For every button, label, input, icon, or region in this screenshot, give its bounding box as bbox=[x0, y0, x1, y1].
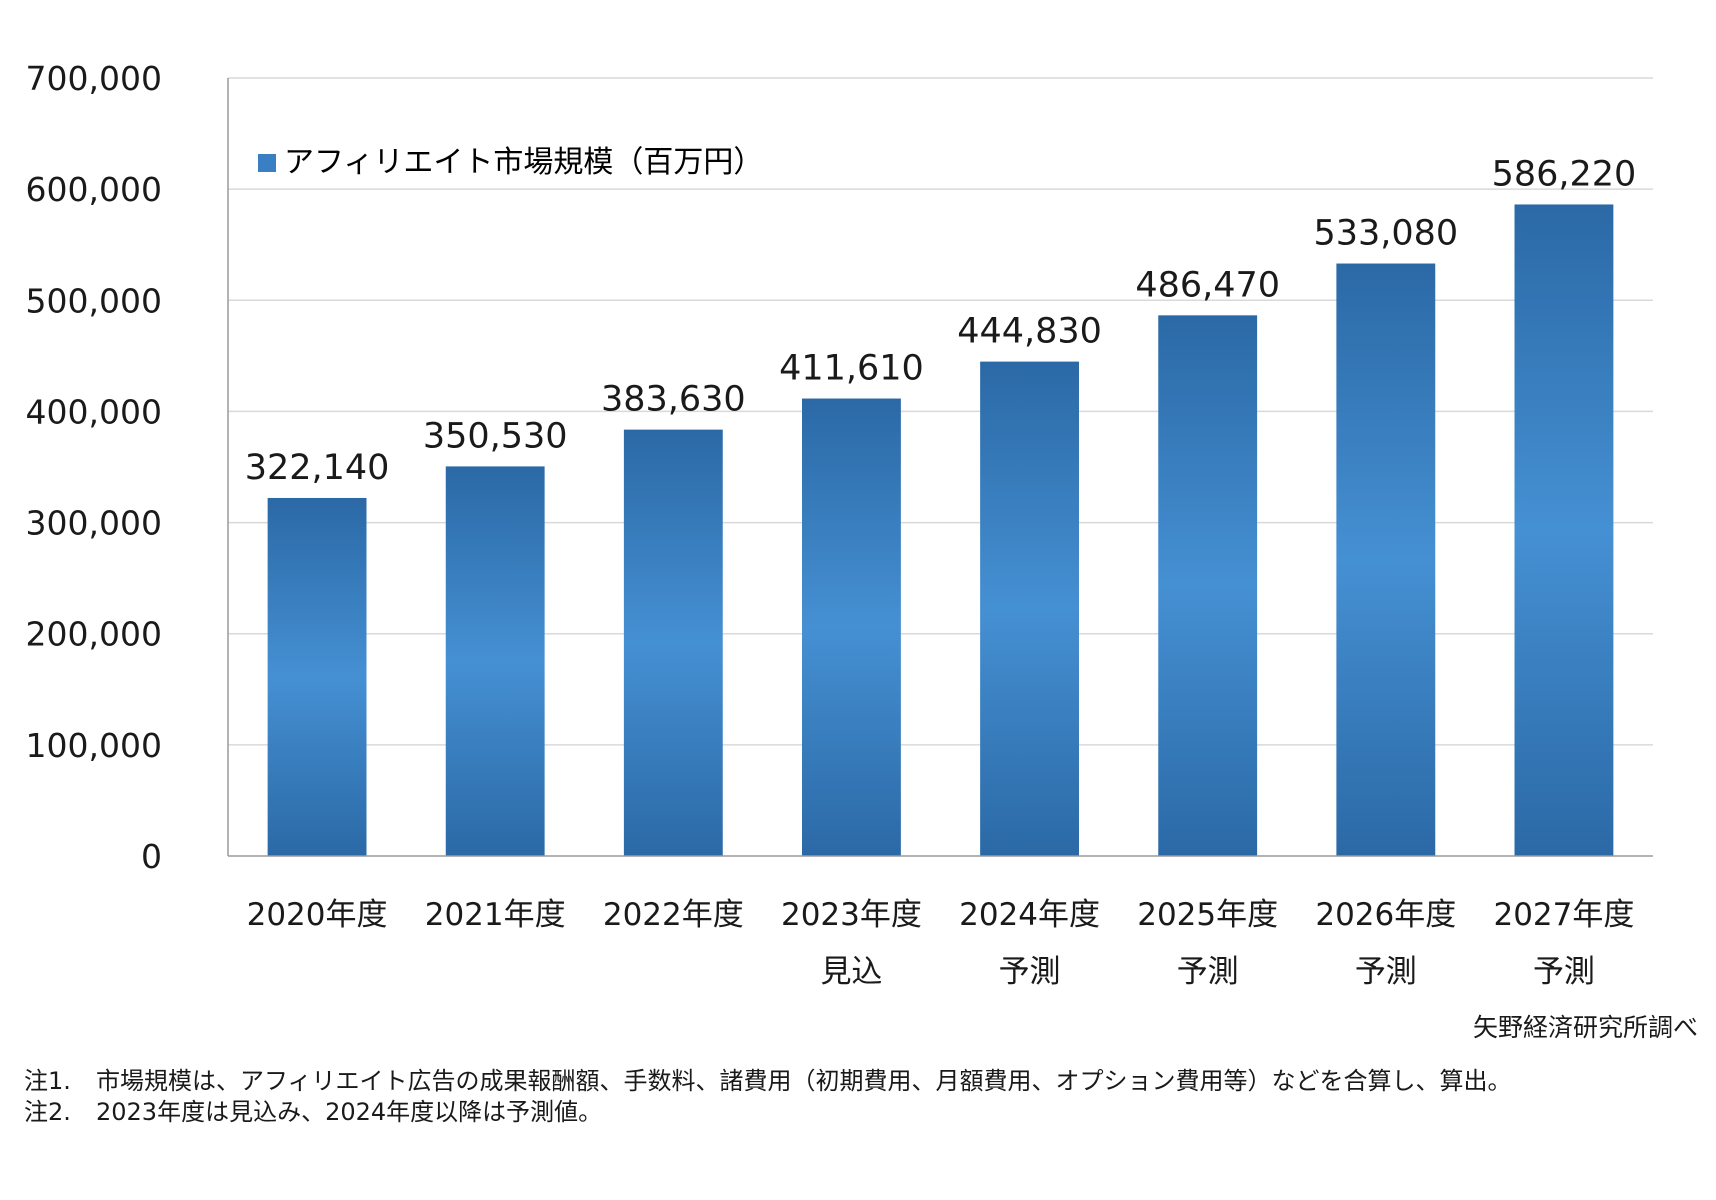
x-tick-label: 2022年度 bbox=[603, 897, 744, 933]
data-label: 322,140 bbox=[245, 448, 390, 488]
y-tick-label: 500,000 bbox=[26, 281, 162, 320]
x-tick-sublabel: 見込 bbox=[820, 954, 882, 990]
x-tick-sublabel: 予測 bbox=[1355, 954, 1417, 990]
legend-swatch bbox=[258, 154, 276, 172]
data-label: 383,630 bbox=[601, 380, 746, 420]
note-2-text: 2023年度は見込み、2024年度以降は予測値。 bbox=[96, 1098, 603, 1126]
data-label: 444,830 bbox=[957, 312, 1102, 352]
x-tick-sublabel: 予測 bbox=[999, 954, 1061, 990]
y-tick-label: 300,000 bbox=[26, 504, 162, 543]
data-label: 486,470 bbox=[1135, 265, 1280, 305]
x-axis-ticks: 2020年度 2021年度 2022年度 2023年度見込2024年度予測2025年度… bbox=[247, 897, 1635, 990]
axes bbox=[227, 78, 1653, 857]
x-tick-sublabel: 予測 bbox=[1533, 954, 1595, 990]
data-label: 411,610 bbox=[779, 349, 924, 389]
note-1-text: 市場規模は、アフィリエイト広告の成果報酬額、手数料、諸費用（初期費用、月額費用、… bbox=[96, 1067, 1512, 1095]
note-2-label: 注2. bbox=[24, 1098, 71, 1126]
bar-chart: 0 100,000 200,000 300,000 400,000 500,000 600,… bbox=[26, 59, 1653, 990]
legend-label: アフィリエイト市場規模（百万円） bbox=[284, 145, 763, 180]
x-tick-label: 2023年度 bbox=[781, 897, 922, 933]
note-1: 注1. 市場規模は、アフィリエイト広告の成果報酬額、手数料、諸費用（初期費用、月額… bbox=[24, 1066, 1512, 1097]
y-axis-ticks: 0 100,000 200,000 300,000 400,000 500,000 600,… bbox=[26, 59, 162, 876]
y-tick-label: 100,000 bbox=[26, 726, 162, 765]
data-label: 533,080 bbox=[1313, 214, 1458, 254]
bar bbox=[802, 398, 901, 856]
y-tick-label: 200,000 bbox=[26, 615, 162, 654]
x-tick-label: 2024年度 bbox=[959, 897, 1100, 933]
bar bbox=[445, 466, 545, 856]
x-tick-label: 2020年度 bbox=[247, 897, 388, 933]
legend: アフィリエイト市場規模（百万円） bbox=[258, 145, 763, 180]
y-tick-label: 700,000 bbox=[26, 59, 162, 98]
x-tick-label: 2021年度 bbox=[425, 897, 566, 933]
data-labels: 322,140 350,530 383,630 411,610 444,830 486,4… bbox=[245, 154, 1637, 488]
y-tick-label: 600,000 bbox=[26, 170, 162, 209]
x-tick-label: 2027年度 bbox=[1493, 897, 1634, 933]
data-label: 350,530 bbox=[423, 416, 568, 456]
y-tick-label: 400,000 bbox=[26, 392, 162, 431]
y-tick-label: 0 bbox=[141, 837, 162, 876]
x-tick-label: 2025年度 bbox=[1137, 897, 1278, 933]
footnotes: 注1. 市場規模は、アフィリエイト広告の成果報酬額、手数料、諸費用（初期費用、月額… bbox=[24, 1066, 1512, 1128]
bar bbox=[1158, 315, 1258, 856]
bar bbox=[267, 497, 367, 856]
x-tick-label: 2026年度 bbox=[1315, 897, 1456, 933]
note-1-label: 注1. bbox=[24, 1067, 71, 1095]
bar bbox=[1514, 204, 1614, 856]
data-label: 586,220 bbox=[1492, 154, 1637, 194]
bar bbox=[623, 429, 723, 856]
bars bbox=[267, 204, 1614, 856]
note-2: 注2. 2023年度は見込み、2024年度以降は予測値。 bbox=[24, 1097, 1512, 1128]
x-tick-sublabel: 予測 bbox=[1177, 954, 1239, 990]
bar bbox=[980, 361, 1079, 856]
bar bbox=[1336, 263, 1436, 856]
source-credit: 矢野経済研究所調べ bbox=[1472, 1013, 1698, 1042]
